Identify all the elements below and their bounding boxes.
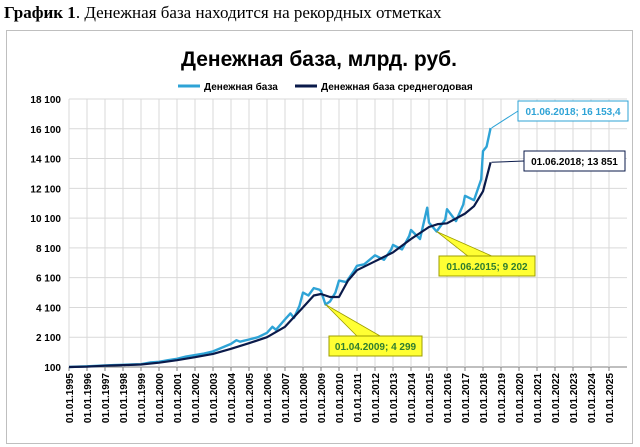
callout-2009-box xyxy=(328,335,423,357)
y-tick-label-6: 12 100 xyxy=(30,184,61,195)
y-axis-ticks: 100 2 100 4 100 6 100 8 100 10 100 12 100 14 10… xyxy=(30,95,61,374)
callout-2015-text: 01.06.2015; 9 202 xyxy=(446,262,528,273)
callout-2015-box xyxy=(438,255,536,277)
series-line-monthly xyxy=(68,127,492,369)
x-tick-label-22: 01.01.2017 xyxy=(461,373,472,423)
x-tick-label-7: 01.01.2002 xyxy=(191,373,202,423)
x-tick-label-30: 01.01.2025 xyxy=(605,373,616,423)
x-tick-label-11: 01.01.2006 xyxy=(263,373,274,423)
x-tick-label-19: 01.01.2014 xyxy=(407,373,418,423)
callout-monthly-2018: 01.06.2018; 16 153,4 xyxy=(491,100,629,129)
x-tick-label-12: 01.01.2007 xyxy=(281,373,292,423)
x-tick-label-16: 01.01.2011 xyxy=(353,373,364,423)
chart-frame: Денежная база, млрд. руб. Денежная база … xyxy=(6,30,633,444)
x-axis-ticks: 01.01.1995 01.01.1996 01.01.1997 01.01.1998… xyxy=(65,367,616,423)
y-tick-label-1: 2 100 xyxy=(36,333,61,344)
y-tick-label-2: 4 100 xyxy=(36,303,61,314)
callout-monthly-2018-text: 01.06.2018; 16 153,4 xyxy=(525,107,621,118)
grid-lines xyxy=(68,98,627,368)
x-tick-label-6: 01.01.2001 xyxy=(173,373,184,423)
x-tick-label-28: 01.01.2023 xyxy=(569,373,580,423)
legend: Денежная база Денежная база среднегодова… xyxy=(178,81,473,93)
x-tick-label-8: 01.01.2003 xyxy=(209,373,220,423)
callout-2009: 01.04.2009; 4 299 xyxy=(325,304,423,357)
x-tick-label-21: 01.01.2016 xyxy=(443,373,454,423)
y-tick-label-3: 6 100 xyxy=(36,274,61,285)
figure-caption-text: . Денежная база находится на рекордных о… xyxy=(75,3,442,22)
y-tick-label-4: 8 100 xyxy=(36,244,61,255)
figure-caption: График 1. Денежная база находится на рек… xyxy=(4,3,442,23)
x-tick-label-9: 01.01.2004 xyxy=(227,373,238,423)
x-tick-label-18: 01.01.2013 xyxy=(389,373,400,423)
x-tick-label-14: 01.01.2009 xyxy=(317,373,328,423)
callout-annual-2018-box xyxy=(523,150,626,172)
x-tick-label-29: 01.01.2024 xyxy=(587,373,598,423)
callout-monthly-2018-pointer xyxy=(491,110,519,129)
x-tick-label-4: 01.01.1999 xyxy=(137,373,148,423)
callouts: 01.06.2018; 16 153,4 01.06.2018; 13 851 01… xyxy=(325,100,629,357)
series-line-annual xyxy=(68,162,492,369)
callout-2009-pointer xyxy=(325,304,382,337)
callout-annual-2018-pointer xyxy=(491,160,525,163)
y-tick-label-5: 10 100 xyxy=(30,214,61,225)
figure-caption-number: График 1 xyxy=(4,3,76,22)
y-tick-label-0: 100 xyxy=(44,363,61,374)
x-tick-label-13: 01.01.2008 xyxy=(299,373,310,423)
y-tick-label-9: 18 100 xyxy=(30,95,61,106)
callout-annual-2018: 01.06.2018; 13 851 xyxy=(491,150,626,172)
chart-title: Денежная база, млрд. руб. xyxy=(181,48,457,71)
callout-annual-2018-text: 01.06.2018; 13 851 xyxy=(531,157,618,168)
x-tick-label-24: 01.01.2019 xyxy=(497,373,508,423)
x-tick-label-17: 01.01.2012 xyxy=(371,373,382,423)
callout-monthly-2018-box xyxy=(517,100,629,122)
x-tick-label-0: 01.01.1995 xyxy=(65,373,76,423)
x-tick-label-23: 01.01.2018 xyxy=(479,373,490,423)
monetary-base-chart: Денежная база, млрд. руб. Денежная база … xyxy=(30,48,629,423)
legend-label-annual: Денежная база среднегодовая xyxy=(321,81,473,93)
x-tick-label-20: 01.01.2015 xyxy=(425,373,436,423)
x-tick-label-3: 01.01.1998 xyxy=(119,373,130,423)
x-tick-label-27: 01.01.2022 xyxy=(551,373,562,423)
x-tick-label-26: 01.01.2021 xyxy=(533,373,544,423)
callout-2009-text: 01.04.2009; 4 299 xyxy=(335,342,417,353)
x-tick-label-2: 01.01.1997 xyxy=(101,373,112,423)
x-tick-label-10: 01.01.2005 xyxy=(245,373,256,423)
x-tick-label-5: 01.01.2000 xyxy=(155,373,166,423)
y-tick-label-7: 14 100 xyxy=(30,155,61,166)
callout-2015-pointer xyxy=(436,231,492,257)
callout-2015: 01.06.2015; 9 202 xyxy=(436,231,536,277)
series-lines xyxy=(68,127,492,369)
legend-label-monthly: Денежная база xyxy=(204,81,278,93)
x-tick-label-25: 01.01.2020 xyxy=(515,373,526,423)
x-tick-label-15: 01.01.2010 xyxy=(335,373,346,423)
x-tick-label-1: 01.01.1996 xyxy=(83,373,94,423)
y-tick-label-8: 16 100 xyxy=(30,125,61,136)
